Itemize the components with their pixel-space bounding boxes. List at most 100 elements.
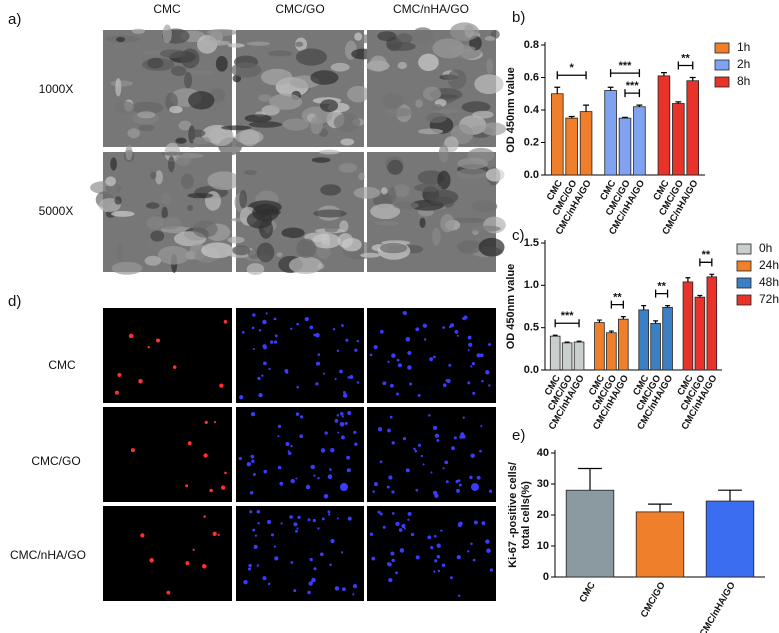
cell-dot	[251, 326, 255, 330]
cell-dot	[243, 579, 248, 585]
cell-dot	[450, 323, 454, 328]
panel-label: d)	[8, 293, 21, 310]
significance-label: ***	[561, 310, 575, 322]
cell-dot	[172, 365, 177, 369]
cell-dot	[485, 539, 490, 544]
cell-dot	[250, 412, 256, 417]
cell-dot	[417, 393, 421, 397]
row-label: CMC	[48, 358, 76, 372]
cell-dot	[347, 376, 350, 379]
cell-dot	[407, 365, 412, 370]
fluorescence-image	[103, 407, 232, 502]
cell-dot	[156, 338, 161, 343]
cell-dot	[149, 558, 154, 563]
bar	[638, 309, 649, 371]
texture	[192, 220, 218, 238]
texture	[244, 170, 257, 175]
significance-bracket	[624, 89, 641, 98]
cell-dot	[249, 491, 254, 495]
cell-dot	[434, 433, 440, 438]
texture	[310, 115, 323, 135]
texture	[393, 184, 410, 198]
texture	[169, 105, 183, 114]
significance-label: ***	[619, 60, 633, 72]
texture	[261, 68, 293, 86]
cell-dot	[263, 361, 267, 366]
fluorescence-image	[236, 506, 364, 601]
cell-dot	[130, 448, 135, 453]
cell-dot	[290, 444, 293, 448]
cell-dot	[185, 484, 189, 488]
cell-dot	[324, 431, 328, 435]
texture	[295, 41, 304, 47]
texture	[353, 186, 381, 199]
cell-dot	[256, 509, 261, 514]
y-axis-label: OD 450nm value	[505, 264, 517, 350]
error-bar	[709, 273, 715, 277]
texture	[192, 137, 213, 145]
y-axis-label: total cells(%)	[520, 481, 532, 549]
texture	[340, 138, 355, 146]
texture	[244, 114, 272, 123]
texture	[417, 128, 444, 135]
cell-dot	[336, 349, 340, 353]
error-bar	[608, 330, 614, 333]
cell-dot	[395, 521, 400, 526]
texture	[150, 171, 157, 180]
texture	[339, 220, 349, 233]
cell-dot	[473, 520, 478, 525]
cell-dot	[254, 534, 258, 537]
texture	[426, 112, 447, 123]
texture	[138, 124, 154, 132]
cell-dot	[413, 447, 416, 451]
texture	[127, 128, 141, 139]
panel-label: c)	[512, 227, 525, 244]
cell-dot	[328, 513, 331, 516]
cell-dot	[313, 333, 317, 337]
cell-dot	[295, 529, 298, 533]
error-bar	[596, 319, 602, 323]
texture	[187, 192, 214, 199]
cell-dot	[456, 334, 459, 337]
cell-dot	[274, 334, 278, 338]
bar	[706, 276, 718, 371]
cell-dot	[391, 512, 395, 515]
texture	[451, 217, 486, 223]
cell-dot	[470, 365, 473, 368]
cell-dot	[258, 392, 263, 398]
cell-dot	[347, 410, 352, 416]
cell-dot	[253, 544, 258, 550]
texture	[384, 107, 413, 117]
texture	[411, 27, 434, 44]
cell-dot	[369, 353, 373, 357]
cell-dot	[279, 481, 284, 486]
texture	[375, 221, 400, 226]
cell-dot	[436, 543, 441, 548]
texture	[105, 183, 122, 193]
bar	[662, 306, 673, 371]
cell-dot	[387, 562, 392, 567]
texture	[161, 151, 184, 156]
cell-dot	[345, 338, 349, 342]
cell-dot	[114, 390, 119, 395]
cell-dot	[277, 435, 280, 438]
cell-dot	[212, 531, 217, 536]
cell-dot	[203, 515, 206, 518]
cell-dot	[457, 594, 461, 598]
cell-dot	[417, 443, 421, 447]
texture	[188, 91, 215, 110]
texture	[110, 80, 133, 87]
texture	[393, 201, 419, 210]
texture	[178, 120, 192, 131]
cell-dot	[442, 467, 445, 470]
cell-dot	[371, 556, 376, 561]
texture	[116, 36, 126, 43]
cell-dot	[391, 558, 395, 563]
texture	[161, 192, 172, 205]
cell-dot	[330, 447, 335, 453]
cell-dot	[304, 316, 309, 322]
significance-bracket	[609, 69, 641, 78]
texture	[180, 48, 200, 69]
cell-dot	[138, 379, 143, 384]
texture	[418, 53, 439, 72]
